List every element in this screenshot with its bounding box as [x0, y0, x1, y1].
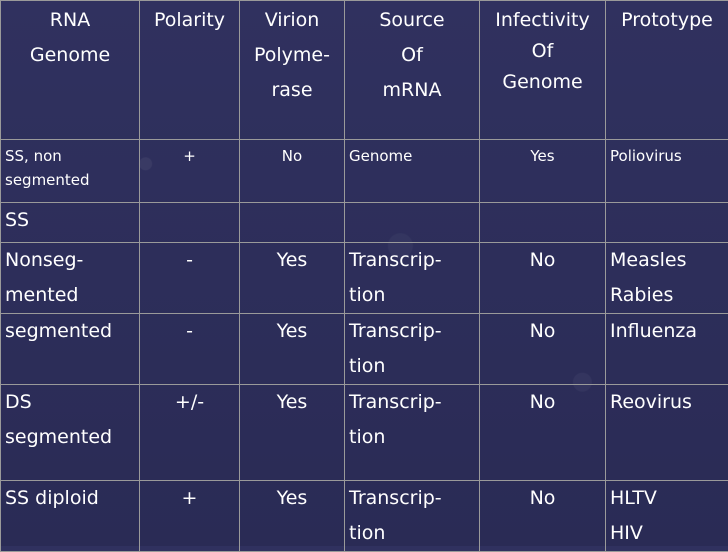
cell-source: Transcrip- tion	[345, 481, 480, 552]
table-row: segmented - Yes Transcrip- tion No Influ…	[1, 314, 728, 385]
cell-genome: Nonseg- mented	[1, 243, 140, 314]
cell-source: Transcrip- tion	[345, 243, 480, 314]
cell-infectivity	[480, 203, 606, 243]
header-source-of-mrna: Source Of mRNA	[345, 1, 480, 140]
cell-infectivity: No	[480, 385, 606, 481]
cell-polarity: -	[140, 243, 240, 314]
cell-polarity: +	[140, 481, 240, 552]
cell-polymerase: Yes	[240, 243, 345, 314]
header-prototype: Prototype	[606, 1, 728, 140]
cell-source: Transcrip- tion	[345, 314, 480, 385]
header-polarity: Polarity	[140, 1, 240, 140]
cell-prototype: Poliovirus	[606, 140, 728, 203]
cell-genome: segmented	[1, 314, 140, 385]
cell-infectivity: No	[480, 481, 606, 552]
cell-prototype: Measles Rabies	[606, 243, 728, 314]
cell-source	[345, 203, 480, 243]
cell-polarity: +	[140, 140, 240, 203]
cell-source: Transcrip- tion	[345, 385, 480, 481]
cell-genome: SS	[1, 203, 140, 243]
cell-infectivity: Yes	[480, 140, 606, 203]
cell-polymerase	[240, 203, 345, 243]
cell-polarity: +/-	[140, 385, 240, 481]
cell-prototype: HLTV HIV	[606, 481, 728, 552]
cell-genome: DS segmented	[1, 385, 140, 481]
cell-infectivity: No	[480, 243, 606, 314]
cell-polymerase: Yes	[240, 385, 345, 481]
cell-polymerase: Yes	[240, 314, 345, 385]
table-row: SS diploid + Yes Transcrip- tion No HLTV…	[1, 481, 728, 552]
table-row: Nonseg- mented - Yes Transcrip- tion No …	[1, 243, 728, 314]
header-rna-genome: RNA Genome	[1, 1, 140, 140]
header-virion-polymerase: Virion Polyme- rase	[240, 1, 345, 140]
cell-source: Genome	[345, 140, 480, 203]
cell-prototype: Reovirus	[606, 385, 728, 481]
header-row: RNA Genome Polarity Virion Polyme- rase …	[1, 1, 728, 140]
cell-polymerase: Yes	[240, 481, 345, 552]
cell-genome: SS diploid	[1, 481, 140, 552]
cell-polarity: -	[140, 314, 240, 385]
table-row: DS segmented +/- Yes Transcrip- tion No …	[1, 385, 728, 481]
table-row: SS	[1, 203, 728, 243]
cell-genome: SS, non segmented	[1, 140, 140, 203]
cell-polarity	[140, 203, 240, 243]
table-row: SS, non segmented + No Genome Yes Poliov…	[1, 140, 728, 203]
cell-prototype: Influenza	[606, 314, 728, 385]
header-infectivity-of-genome: Infectivity Of Genome	[480, 1, 606, 140]
cell-prototype	[606, 203, 728, 243]
cell-polymerase: No	[240, 140, 345, 203]
cell-infectivity: No	[480, 314, 606, 385]
